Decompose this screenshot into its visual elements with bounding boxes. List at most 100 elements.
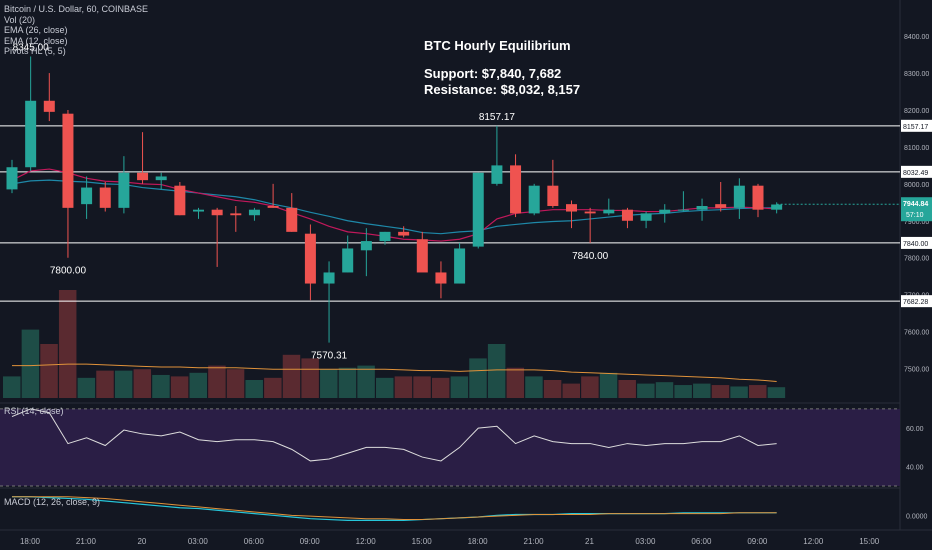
- volume-bar: [599, 372, 618, 398]
- candle-body: [472, 172, 484, 247]
- volume-bar: [637, 383, 655, 398]
- candle-body: [304, 233, 316, 284]
- price-tick-label: 8100.00: [904, 145, 929, 152]
- price-tick-label: 8400.00: [904, 34, 929, 41]
- level-tag: [901, 119, 932, 132]
- volume-bar: [711, 385, 730, 398]
- price-tick-label: 8300.00: [904, 71, 929, 78]
- candle-body: [566, 204, 577, 212]
- volume-bar: [226, 369, 245, 398]
- volume-bar: [674, 385, 692, 398]
- ema-12-line: [11, 168, 777, 242]
- rsi-tick-label: 60.00: [906, 426, 924, 433]
- volume-bar: [376, 377, 394, 398]
- legend-pivots[interactable]: Pivots HL (5, 5): [4, 46, 66, 56]
- time-tick-label: 09:00: [300, 537, 321, 546]
- candle-body: [733, 185, 745, 208]
- volume-bar: [58, 290, 77, 398]
- time-tick-label: 12:00: [356, 537, 377, 546]
- volume-bar: [450, 376, 469, 398]
- pivot-label: 7840.00: [572, 251, 609, 262]
- candle-body: [752, 185, 764, 210]
- level-tag: [901, 165, 932, 178]
- macd-pane-label[interactable]: MACD (12, 26, close, 9): [4, 497, 101, 507]
- volume-bar: [767, 387, 786, 398]
- volume-bar: [264, 377, 282, 398]
- rsi-line: [11, 408, 777, 462]
- level-tag-label: 8157.17: [903, 124, 928, 131]
- candle-body: [211, 209, 223, 216]
- level-tag: [901, 236, 932, 249]
- volume-bar: [562, 383, 580, 398]
- volume-bar: [525, 376, 543, 398]
- candle-body: [286, 207, 298, 232]
- annotation-title: BTC Hourly Equilibrium: [424, 38, 571, 53]
- candle-body: [528, 185, 540, 214]
- volume-bar: [77, 377, 96, 398]
- time-tick-label: 15:00: [412, 537, 433, 546]
- candle-body: [696, 206, 708, 210]
- time-tick-label: 21: [585, 537, 594, 546]
- price-tick-label: 8000.00: [904, 182, 929, 189]
- chart-annotation: BTC Hourly Equilibrium Support: $7,840, …: [424, 38, 580, 98]
- pivot-label: 8345.00: [13, 42, 50, 53]
- last-price-tag: [901, 197, 932, 222]
- candle-body: [621, 209, 633, 221]
- time-tick-label: 20: [137, 537, 146, 546]
- volume-bar: [114, 370, 133, 398]
- volume-bar: [189, 372, 207, 398]
- candle-body: [771, 204, 783, 210]
- candle-body: [25, 100, 37, 168]
- price-tick-label: 7800.00: [904, 256, 929, 263]
- candle-body: [99, 187, 111, 208]
- volume-bar: [301, 358, 319, 398]
- candle-body: [342, 248, 354, 273]
- rsi-tick-label: 40.00: [906, 465, 924, 472]
- volume-bar: [506, 367, 525, 398]
- macd-signal-line: [12, 496, 777, 521]
- volume-bar: [338, 367, 357, 398]
- volume-bar: [749, 385, 767, 398]
- candle-body: [248, 209, 260, 216]
- annotation-support: Support: $7,840, 7,682: [424, 66, 562, 81]
- legend-ema-12[interactable]: EMA (12, close): [4, 35, 68, 46]
- rsi-pane-label[interactable]: RSI (14, close): [4, 406, 64, 416]
- candle-body: [360, 241, 372, 251]
- volume-bar: [487, 344, 506, 398]
- candle-body: [81, 187, 93, 205]
- candle-body: [155, 176, 167, 181]
- time-tick-label: 09:00: [747, 537, 768, 546]
- candle-body: [137, 172, 149, 181]
- volume-bar: [693, 383, 711, 398]
- time-tick-label: 03:00: [188, 537, 209, 546]
- candle-body: [193, 209, 204, 212]
- volume-bar: [618, 380, 636, 398]
- candle-body: [267, 206, 279, 208]
- chart-legend: Bitcoin / U.S. Dollar, 60, COINBASE Vol …: [4, 4, 148, 57]
- price-tick-label: 7500.00: [904, 366, 929, 373]
- candle-body: [603, 209, 615, 214]
- candle-body: [454, 248, 466, 284]
- rsi-band: [0, 408, 900, 486]
- legend-volume[interactable]: Vol (20): [4, 14, 36, 25]
- volume-bar: [469, 358, 487, 398]
- volume-bar: [152, 374, 170, 398]
- level-tag: [901, 295, 932, 308]
- macd-tick-label: 0.0000: [906, 513, 928, 520]
- pivot-label: 8157.17: [479, 112, 516, 123]
- volume-bar: [170, 376, 189, 398]
- last-price-label: 7944.84: [903, 201, 928, 208]
- candle-body: [62, 113, 74, 208]
- volume-bar: [357, 365, 375, 398]
- candle-body: [659, 209, 671, 214]
- volume-ma-line: [12, 363, 777, 382]
- time-tick-label: 03:00: [635, 537, 656, 546]
- candle-body: [398, 231, 410, 236]
- volume-bar: [245, 380, 263, 398]
- legend-symbol[interactable]: Bitcoin / U.S. Dollar, 60, COINBASE: [4, 4, 149, 14]
- candle-body: [715, 204, 727, 208]
- volume-bar: [394, 376, 413, 398]
- legend-ema-26[interactable]: EMA (26, close): [4, 25, 68, 35]
- volume-bar: [208, 365, 226, 398]
